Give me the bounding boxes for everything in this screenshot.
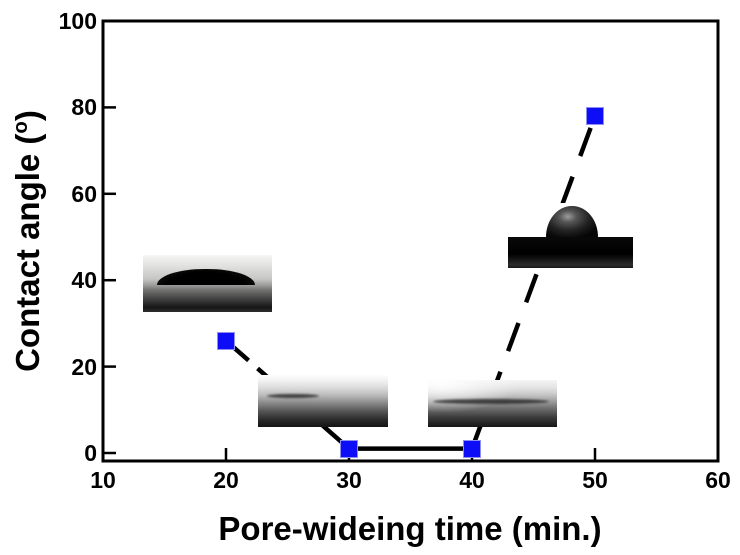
x-tick-label: 30 xyxy=(336,467,362,493)
x-tick-label: 10 xyxy=(90,467,116,493)
droplet-dome xyxy=(157,268,256,286)
y-axis-title-degree: o xyxy=(9,121,32,134)
y-tick-label: 100 xyxy=(58,8,97,34)
x-axis-title: Pore-wideing time (min.) xyxy=(218,510,602,547)
data-point-50min xyxy=(586,107,604,126)
y-tick-label: 60 xyxy=(71,180,97,207)
y-axis-title-close: ) xyxy=(9,110,46,122)
droplet-lens xyxy=(433,398,550,404)
x-tick-label: 50 xyxy=(582,467,608,493)
droplet-dome xyxy=(545,206,598,237)
data-line-segment xyxy=(224,338,351,451)
x-tick-label: 20 xyxy=(213,467,239,493)
data-point-20min xyxy=(217,331,235,350)
y-tick-label: 80 xyxy=(71,94,97,121)
substrate-band xyxy=(508,236,633,268)
data-point-30min xyxy=(340,439,358,458)
x-tick-label: 40 xyxy=(459,467,485,493)
droplet-photo-30min xyxy=(258,375,388,427)
droplet-photo-20min xyxy=(143,255,272,312)
y-tick-label: 40 xyxy=(71,267,97,294)
y-tick-label: 0 xyxy=(84,440,97,466)
y-axis-title: Contact angle (o) xyxy=(9,110,47,372)
y-tick-label: 20 xyxy=(71,353,97,380)
data-point-40min xyxy=(463,439,481,458)
plot-frame xyxy=(101,19,720,463)
droplet-lens xyxy=(267,393,320,398)
x-tick-label: 60 xyxy=(705,467,731,493)
droplet-photo-40min xyxy=(428,380,557,427)
droplet-photo-50min xyxy=(508,203,633,268)
y-axis-title-text: Contact angle ( xyxy=(9,133,46,372)
